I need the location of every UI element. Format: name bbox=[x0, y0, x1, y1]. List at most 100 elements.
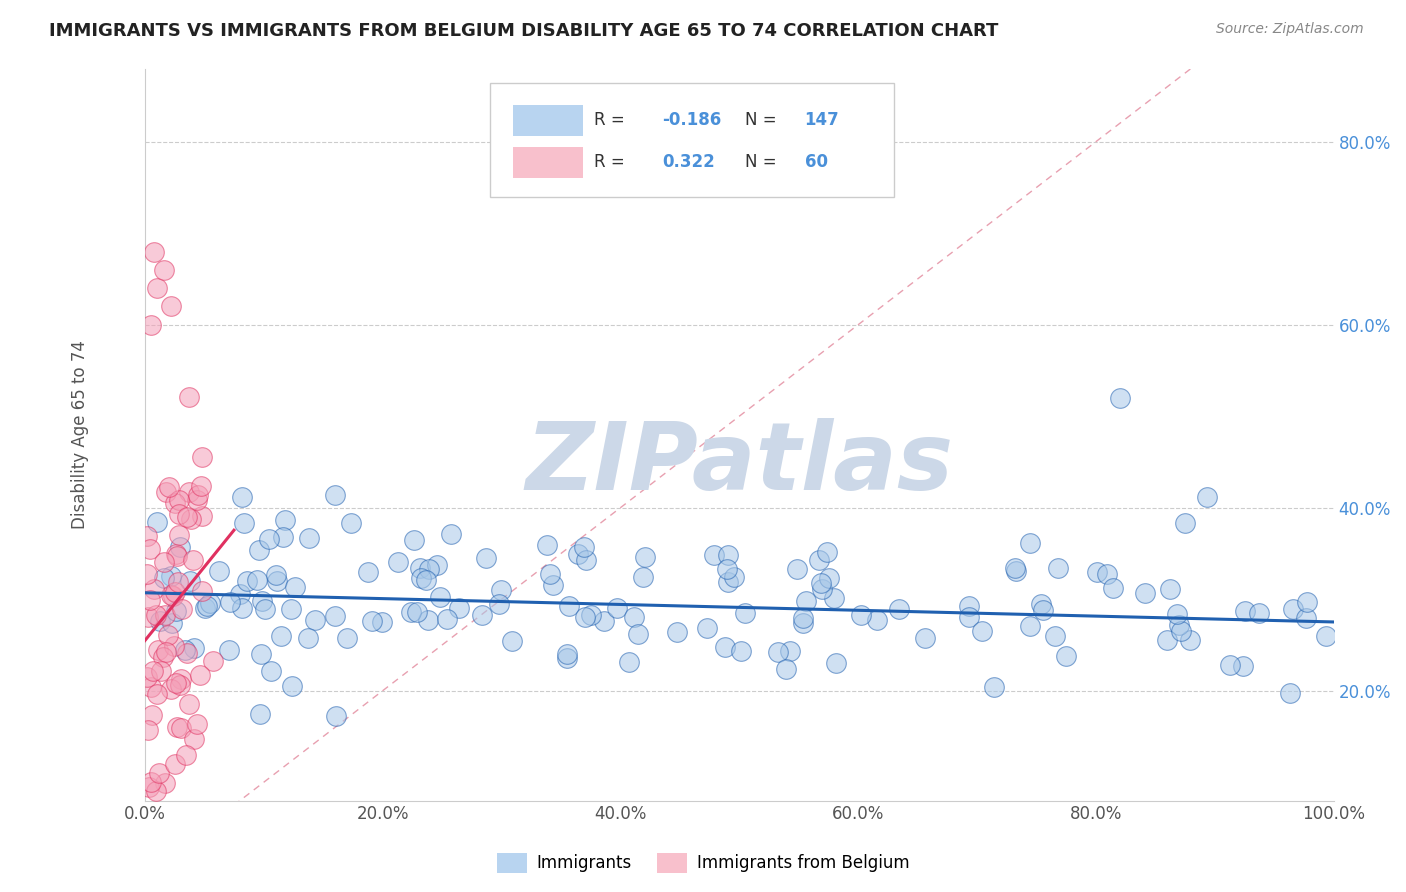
Point bbox=[811, 582, 834, 596]
Point bbox=[160, 300, 183, 314]
Point bbox=[194, 600, 217, 615]
Point bbox=[250, 648, 273, 662]
Point bbox=[183, 641, 205, 656]
Point bbox=[232, 516, 254, 531]
Point bbox=[717, 549, 740, 563]
Point bbox=[696, 621, 718, 635]
Point bbox=[136, 567, 159, 582]
Point bbox=[208, 564, 231, 578]
Point bbox=[136, 670, 159, 684]
Point bbox=[153, 571, 176, 585]
Point bbox=[166, 549, 188, 563]
Point bbox=[1159, 582, 1181, 596]
Point bbox=[849, 608, 872, 623]
Point bbox=[730, 644, 752, 658]
Point bbox=[538, 567, 561, 582]
Point bbox=[187, 488, 209, 502]
Legend: Immigrants, Immigrants from Belgium: Immigrants, Immigrants from Belgium bbox=[489, 847, 917, 880]
FancyBboxPatch shape bbox=[513, 147, 583, 178]
Point bbox=[779, 644, 801, 658]
Point bbox=[257, 532, 280, 546]
Point bbox=[246, 574, 269, 588]
Point bbox=[228, 586, 250, 600]
Point bbox=[471, 607, 494, 622]
Point bbox=[489, 583, 512, 598]
Point bbox=[165, 604, 187, 618]
Point bbox=[766, 645, 789, 659]
Point bbox=[139, 681, 162, 695]
Point bbox=[405, 605, 427, 619]
Point bbox=[198, 596, 221, 610]
Point bbox=[340, 516, 363, 530]
Point bbox=[160, 588, 183, 602]
Point bbox=[176, 646, 198, 660]
Point bbox=[162, 589, 184, 603]
Point bbox=[298, 531, 321, 545]
Point bbox=[623, 609, 645, 624]
Point bbox=[179, 574, 201, 588]
Point bbox=[186, 717, 208, 731]
Point bbox=[555, 647, 578, 661]
Point bbox=[575, 553, 598, 567]
Point bbox=[191, 450, 214, 464]
Point bbox=[619, 655, 641, 669]
Point bbox=[143, 244, 166, 259]
Point bbox=[541, 577, 564, 591]
Point bbox=[983, 680, 1005, 694]
Point bbox=[1234, 604, 1257, 618]
Point bbox=[633, 570, 655, 584]
Point bbox=[501, 633, 523, 648]
Point bbox=[336, 631, 359, 645]
Point bbox=[723, 570, 745, 584]
Point bbox=[156, 628, 179, 642]
Point bbox=[1282, 602, 1305, 616]
Point bbox=[177, 697, 200, 711]
Point bbox=[323, 488, 346, 502]
Point bbox=[143, 582, 166, 596]
Point bbox=[1170, 624, 1192, 638]
Point bbox=[361, 614, 384, 628]
Point bbox=[1108, 391, 1130, 405]
Point bbox=[231, 601, 253, 615]
Point bbox=[266, 574, 288, 589]
Text: N =: N = bbox=[745, 112, 782, 129]
Point bbox=[734, 607, 756, 621]
Point bbox=[253, 602, 276, 616]
Point bbox=[666, 625, 689, 640]
Point bbox=[274, 513, 297, 527]
Text: IMMIGRANTS VS IMMIGRANTS FROM BELGIUM DISABILITY AGE 65 TO 74 CORRELATION CHART: IMMIGRANTS VS IMMIGRANTS FROM BELGIUM DI… bbox=[49, 22, 998, 40]
Point bbox=[167, 507, 190, 521]
Y-axis label: Disability Age 65 to 74: Disability Age 65 to 74 bbox=[72, 340, 89, 529]
Point bbox=[138, 542, 160, 557]
Point bbox=[138, 723, 160, 737]
Text: 60: 60 bbox=[804, 153, 828, 171]
Point bbox=[409, 561, 432, 575]
Text: -0.186: -0.186 bbox=[662, 112, 721, 129]
Point bbox=[153, 608, 176, 623]
Point bbox=[557, 599, 579, 614]
Point bbox=[136, 609, 159, 624]
Point bbox=[818, 570, 841, 584]
Point bbox=[1004, 560, 1026, 574]
Point bbox=[176, 747, 198, 762]
Point bbox=[152, 649, 174, 664]
Point bbox=[260, 665, 283, 679]
Point bbox=[865, 613, 887, 627]
Point bbox=[572, 540, 595, 554]
Point bbox=[176, 509, 198, 524]
Point bbox=[703, 548, 725, 562]
Point bbox=[163, 639, 186, 653]
Point bbox=[488, 597, 510, 611]
Point bbox=[163, 757, 186, 772]
Point bbox=[142, 664, 165, 678]
Text: R =: R = bbox=[595, 112, 630, 129]
Point bbox=[155, 776, 177, 790]
Point bbox=[775, 661, 797, 675]
Point bbox=[402, 533, 425, 548]
Point bbox=[592, 614, 614, 628]
Text: 147: 147 bbox=[804, 112, 839, 129]
Point bbox=[792, 610, 814, 624]
Point bbox=[139, 318, 162, 332]
Point bbox=[146, 643, 169, 657]
Point bbox=[1278, 686, 1301, 700]
